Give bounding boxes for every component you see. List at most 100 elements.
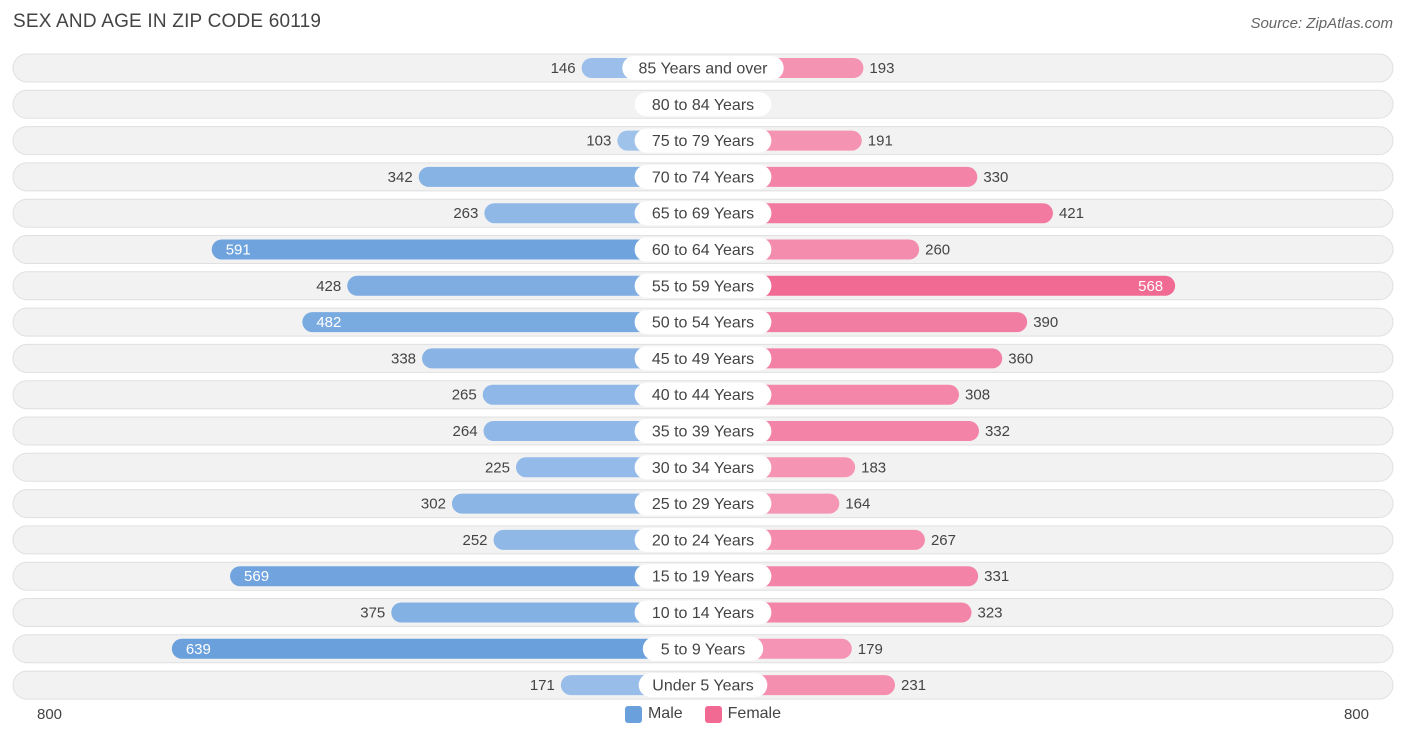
male-value-label: 171 bbox=[530, 677, 555, 694]
male-bar[interactable] bbox=[171, 638, 714, 659]
female-bar[interactable] bbox=[693, 275, 1176, 296]
age-group-row: 171 231 Under 5 Years bbox=[12, 670, 1394, 700]
male-value-label: 263 bbox=[453, 205, 478, 222]
female-value-label: 390 bbox=[1033, 314, 1058, 331]
category-label: 70 to 74 Years bbox=[652, 169, 754, 186]
male-value-label: 302 bbox=[421, 496, 446, 513]
male-value-label: 482 bbox=[316, 314, 341, 331]
category-label: 20 to 24 Years bbox=[652, 532, 754, 549]
category-label-bg bbox=[634, 564, 772, 589]
category-label-bg bbox=[634, 237, 772, 262]
female-value-label: 193 bbox=[869, 60, 894, 77]
male-value-label: 103 bbox=[586, 133, 611, 150]
age-group-row: 265 308 40 to 44 Years bbox=[12, 380, 1394, 410]
male-value-label: 225 bbox=[485, 459, 510, 476]
female-bar[interactable] bbox=[693, 203, 1053, 224]
legend-label-male: Male bbox=[647, 705, 683, 722]
age-group-row: 375 323 10 to 14 Years bbox=[12, 598, 1394, 627]
female-bar[interactable] bbox=[693, 312, 1028, 333]
male-value-label: 252 bbox=[462, 532, 487, 549]
male-bar[interactable] bbox=[347, 275, 713, 296]
female-value-label: 183 bbox=[861, 459, 886, 476]
male-value-label: 338 bbox=[391, 350, 416, 367]
category-label-bg bbox=[642, 636, 764, 661]
female-value-label: 164 bbox=[845, 496, 870, 513]
male-value-label: 569 bbox=[244, 568, 269, 585]
age-group-row: 263 421 65 to 69 Years bbox=[12, 198, 1394, 228]
legend-swatch-female bbox=[704, 705, 722, 723]
age-group-row: 569 331 15 to 19 Years bbox=[12, 561, 1394, 591]
category-label-bg bbox=[634, 346, 772, 371]
category-label: 65 to 69 Years bbox=[652, 206, 754, 223]
axis-right-label: 800 bbox=[1343, 706, 1369, 723]
age-group-row: 428 568 55 to 59 Years bbox=[12, 271, 1394, 301]
female-value-label: 191 bbox=[868, 133, 893, 150]
category-label-bg bbox=[634, 164, 772, 189]
category-label-bg bbox=[634, 273, 772, 298]
age-group-row: 252 267 20 to 24 Years bbox=[12, 525, 1394, 555]
category-label: 85 Years and over bbox=[639, 61, 769, 78]
male-bar[interactable] bbox=[302, 312, 713, 333]
category-label: Under 5 Years bbox=[652, 678, 753, 695]
female-value-label: 360 bbox=[1008, 350, 1033, 367]
category-label-bg bbox=[634, 600, 772, 625]
category-label: 30 to 34 Years bbox=[652, 460, 754, 477]
category-label: 25 to 29 Years bbox=[652, 496, 754, 513]
category-label-bg bbox=[634, 419, 772, 443]
male-bar[interactable] bbox=[211, 239, 713, 260]
age-group-row: 342 330 70 to 74 Years bbox=[12, 162, 1394, 192]
source-label: Source: ZipAtlas.com bbox=[1250, 15, 1393, 32]
age-group-row: 338 360 45 to 49 Years bbox=[12, 343, 1394, 373]
age-group-row: 146 193 85 Years and over bbox=[12, 53, 1394, 83]
category-label-bg bbox=[638, 673, 768, 698]
age-group-row: 225 183 30 to 34 Years bbox=[12, 452, 1394, 482]
male-value-label: 591 bbox=[226, 242, 251, 259]
category-label-bg bbox=[634, 310, 772, 335]
category-label: 50 to 54 Years bbox=[652, 315, 754, 332]
age-group-row: 264 332 35 to 39 Years bbox=[12, 416, 1394, 446]
category-label-bg bbox=[634, 201, 772, 226]
female-value-label: 260 bbox=[925, 242, 950, 259]
legend: Male Female bbox=[0, 705, 1406, 723]
category-label: 35 to 39 Years bbox=[652, 424, 754, 441]
female-value-label: 568 bbox=[1138, 278, 1163, 295]
male-bar[interactable] bbox=[230, 566, 714, 587]
category-label-bg bbox=[634, 455, 772, 480]
male-value-label: 265 bbox=[452, 387, 477, 404]
category-label: 60 to 64 Years bbox=[652, 242, 754, 259]
legend-item-female[interactable]: Female bbox=[704, 705, 782, 723]
chart-title: SEX AND AGE IN ZIP CODE 60119 bbox=[13, 11, 322, 32]
male-value-label: 428 bbox=[316, 278, 341, 295]
category-label: 15 to 19 Years bbox=[652, 569, 754, 586]
female-bar[interactable] bbox=[693, 348, 1003, 369]
age-group-row: 103 191 75 to 79 Years bbox=[12, 126, 1394, 156]
legend-item-male[interactable]: Male bbox=[624, 705, 683, 723]
legend-label-female: Female bbox=[727, 705, 782, 722]
age-group-row: 591 260 60 to 64 Years bbox=[12, 235, 1394, 264]
female-value-label: 308 bbox=[965, 387, 990, 404]
category-label: 55 to 59 Years bbox=[652, 278, 754, 295]
category-label: 75 to 79 Years bbox=[652, 133, 754, 150]
category-label: 45 to 49 Years bbox=[652, 351, 754, 368]
category-label: 10 to 14 Years bbox=[652, 605, 754, 622]
male-bar[interactable] bbox=[391, 602, 713, 623]
category-label-bg bbox=[634, 128, 772, 153]
female-value-label: 323 bbox=[977, 605, 1002, 622]
age-group-row: 639 179 5 to 9 Years bbox=[12, 634, 1394, 664]
female-value-label: 421 bbox=[1059, 205, 1084, 222]
age-group-row: 482 390 50 to 54 Years bbox=[12, 307, 1394, 337]
age-group-row: 302 164 25 to 29 Years bbox=[12, 489, 1394, 519]
category-label-bg bbox=[634, 92, 772, 117]
female-value-label: 267 bbox=[931, 532, 956, 549]
female-value-label: 330 bbox=[983, 169, 1008, 186]
female-value-label: 231 bbox=[901, 677, 926, 694]
male-value-label: 146 bbox=[551, 60, 576, 77]
male-value-label: 342 bbox=[388, 169, 413, 186]
category-label: 5 to 9 Years bbox=[661, 641, 746, 658]
female-value-label: 332 bbox=[985, 423, 1010, 440]
legend-swatch-male bbox=[624, 705, 642, 723]
male-value-label: 639 bbox=[186, 641, 211, 658]
category-label: 80 to 84 Years bbox=[652, 97, 754, 114]
age-group-row: 503680 to 84 Years bbox=[12, 89, 1394, 119]
